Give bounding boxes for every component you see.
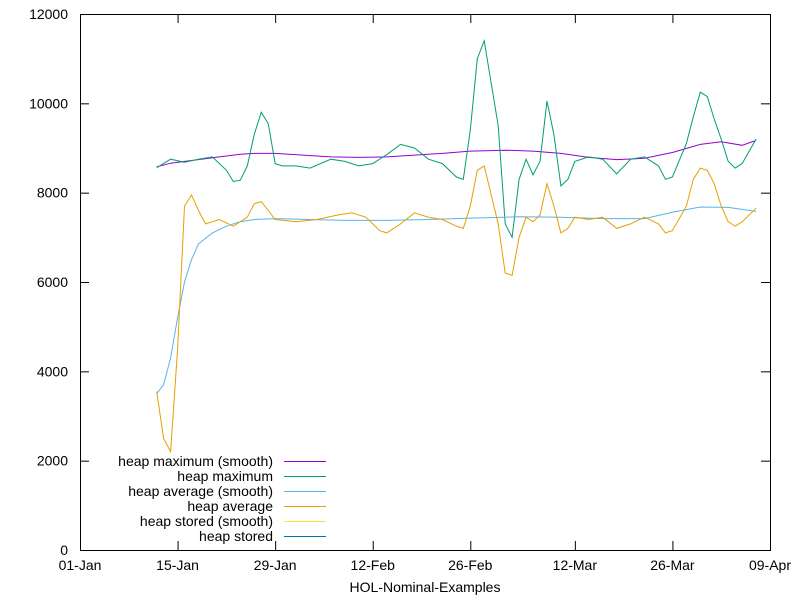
legend-label: heap average (smooth) bbox=[128, 483, 273, 499]
y-axis: 0 2000 4000 6000 8000 10000 12000 bbox=[29, 6, 770, 558]
y-tick-label: 8000 bbox=[37, 185, 68, 201]
x-tick-label: 09-Apr bbox=[749, 557, 791, 573]
legend-label: heap maximum bbox=[177, 468, 273, 484]
series-line-1 bbox=[156, 139, 757, 168]
y-tick-label: 0 bbox=[60, 542, 68, 558]
x-tick-label: 12-Feb bbox=[351, 557, 396, 573]
y-tick-label: 4000 bbox=[37, 363, 68, 379]
legend-label: heap maximum (smooth) bbox=[118, 453, 273, 469]
series-line-3 bbox=[156, 206, 757, 395]
series-layer bbox=[156, 38, 757, 454]
legend-label: heap average bbox=[187, 498, 273, 514]
x-tick-label: 29-Jan bbox=[254, 557, 297, 573]
y-tick-label: 12000 bbox=[29, 6, 68, 22]
x-tick-label: 26-Feb bbox=[448, 557, 493, 573]
y-tick-label: 6000 bbox=[37, 274, 68, 290]
x-axis: 01-Jan 15-Jan 29-Jan 12-Feb 26-Feb 12-Mar 26-M… bbox=[59, 14, 791, 573]
x-axis-label: HOL-Nominal-Examples bbox=[350, 579, 501, 595]
x-tick-label: 12-Mar bbox=[553, 557, 598, 573]
y-tick-label: 10000 bbox=[29, 95, 68, 111]
y-tick-label: 2000 bbox=[37, 453, 68, 469]
legend-label: heap stored bbox=[199, 528, 273, 544]
legend-label: heap stored (smooth) bbox=[140, 513, 273, 529]
x-tick-label: 01-Jan bbox=[59, 557, 102, 573]
series-line-2 bbox=[156, 38, 757, 239]
x-tick-label: 26-Mar bbox=[650, 557, 695, 573]
series-line-4 bbox=[156, 165, 757, 454]
x-tick-label: 15-Jan bbox=[156, 557, 199, 573]
